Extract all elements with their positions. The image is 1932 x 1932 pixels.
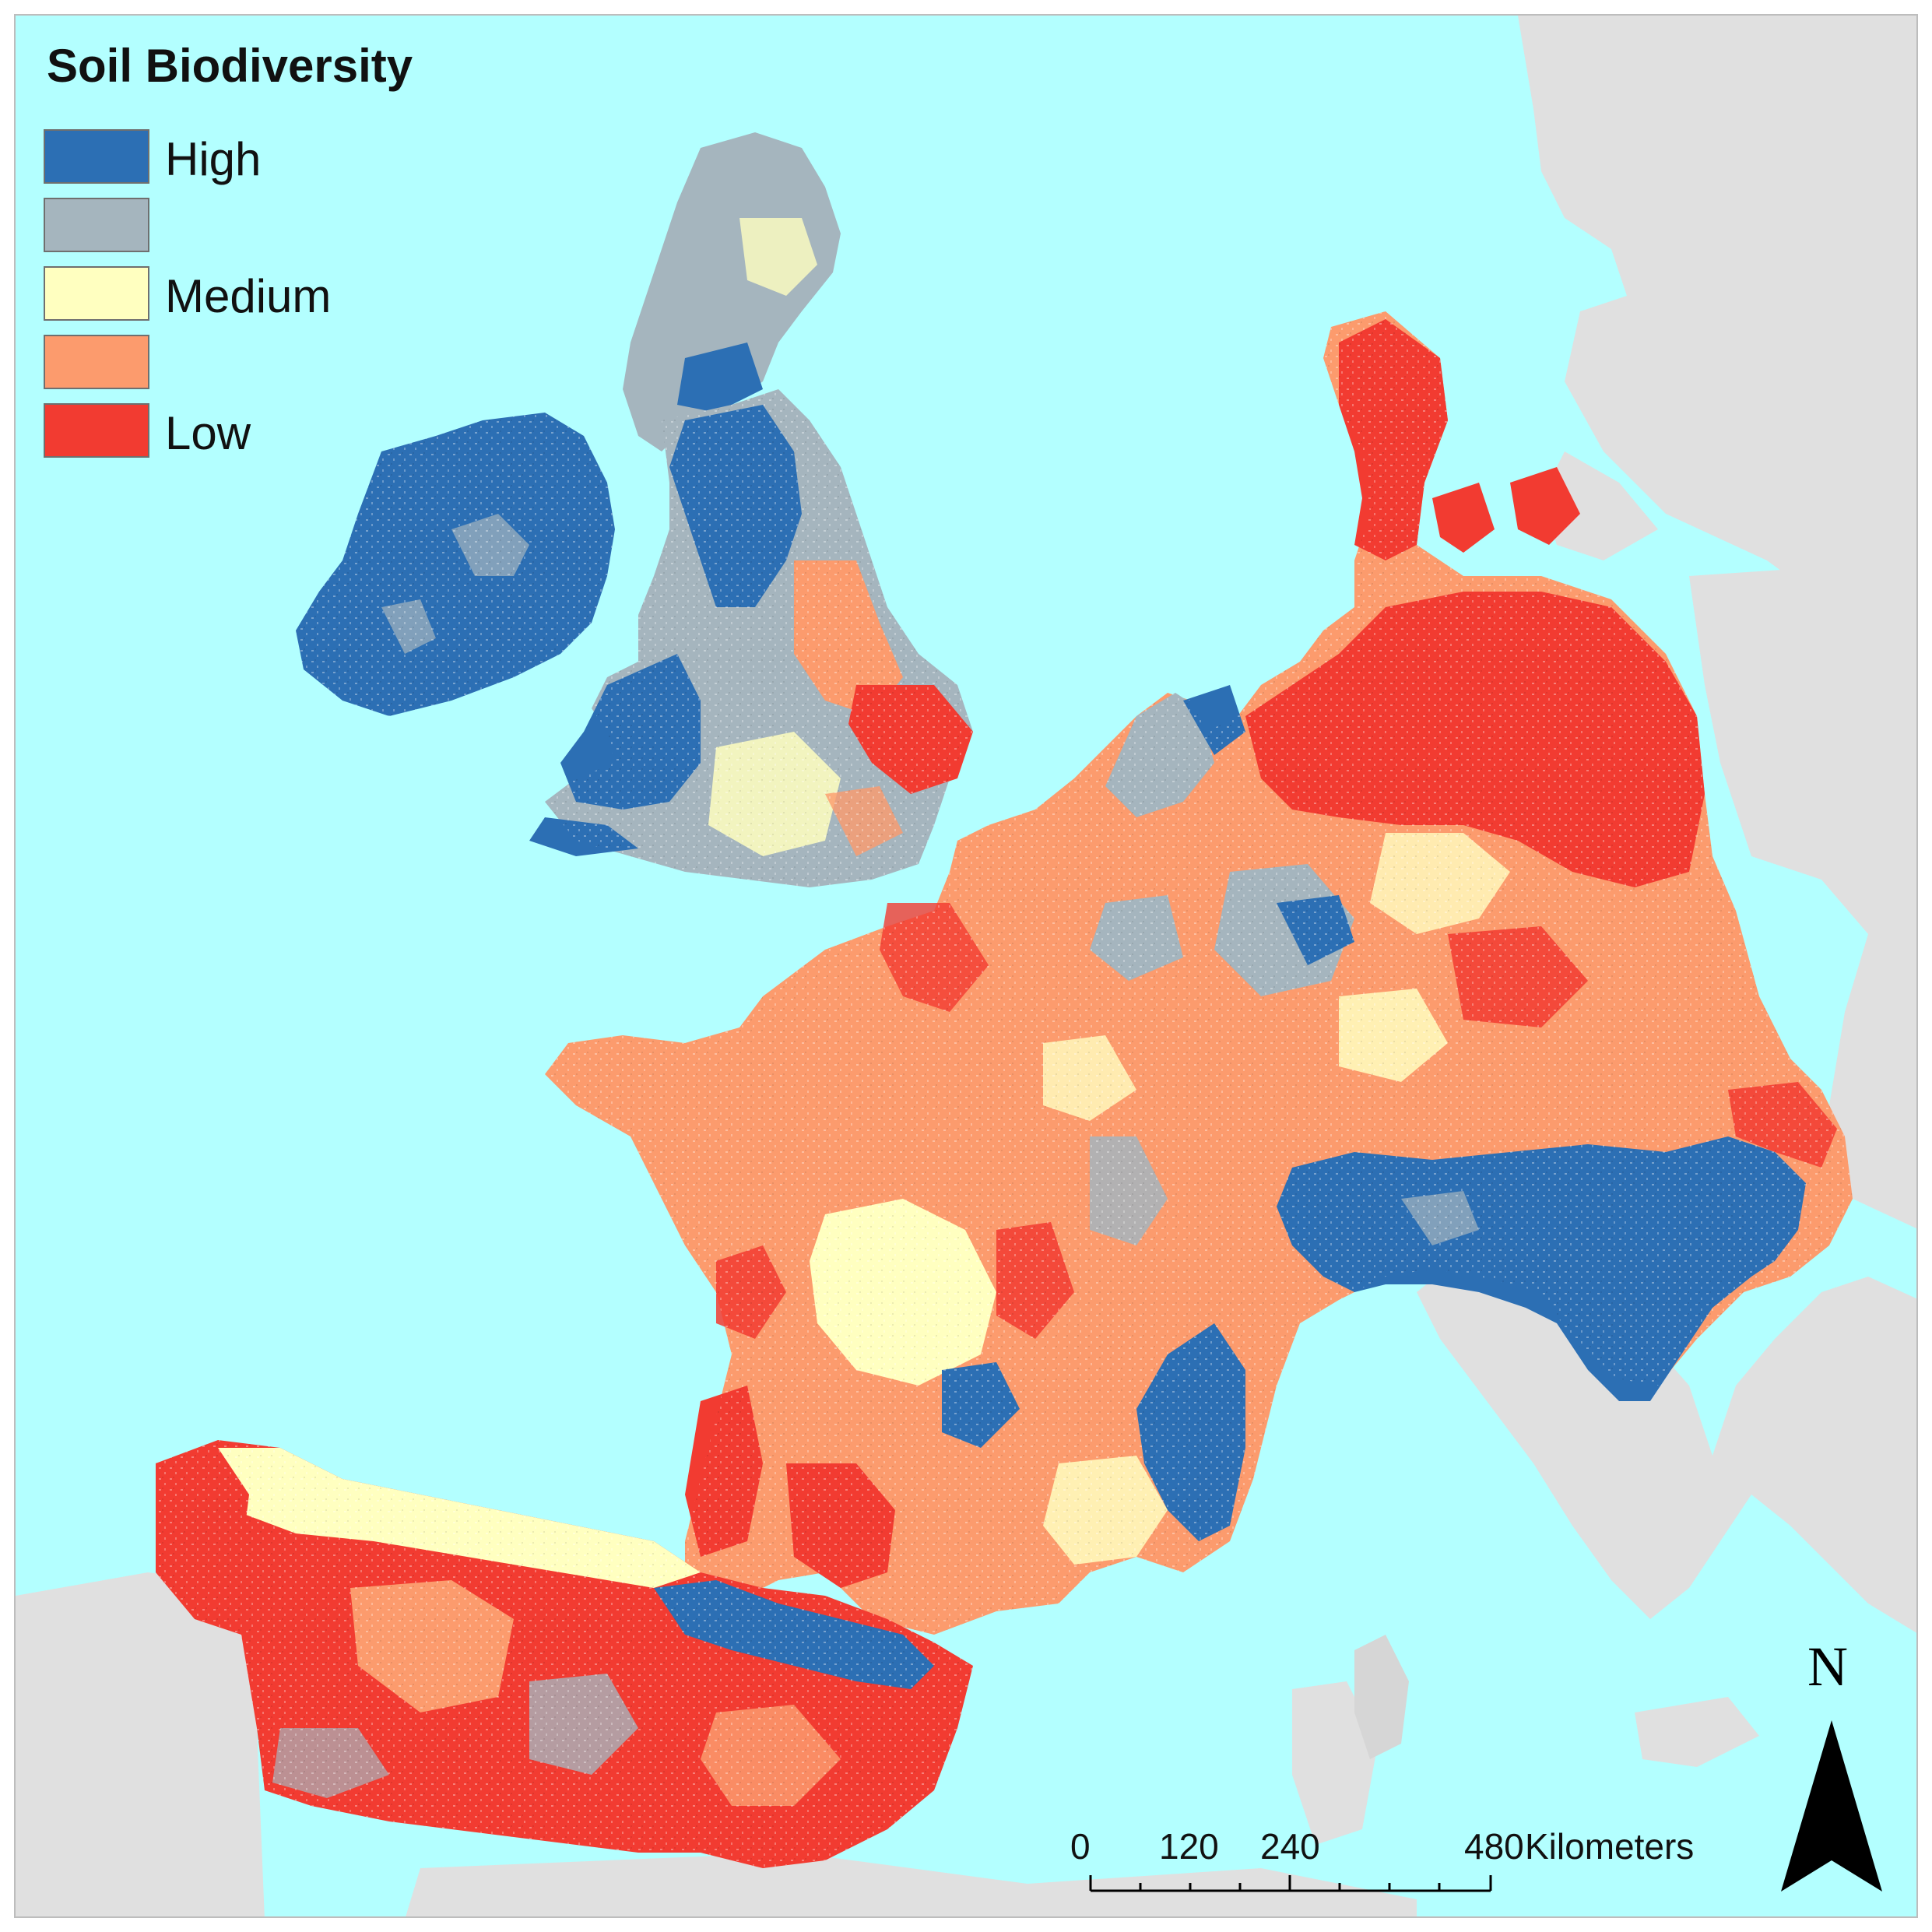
legend-label: Low xyxy=(165,407,251,459)
scale-tick-label: 240 xyxy=(1260,1826,1320,1867)
north-label: N xyxy=(1807,1635,1848,1698)
region-corsica xyxy=(1354,1635,1409,1759)
north-arrow-icon xyxy=(1781,1720,1882,1892)
scale-tick-label: 120 xyxy=(1159,1826,1219,1867)
scale-tick-label: 0 xyxy=(1070,1826,1091,1867)
legend-label: Medium xyxy=(165,270,332,322)
legend-swatch xyxy=(44,335,149,389)
map-frame xyxy=(14,14,1918,1918)
legend-label: High xyxy=(165,133,262,185)
region-continent xyxy=(545,311,1853,1635)
legend-swatch xyxy=(44,198,149,252)
north-arrow: N xyxy=(1758,1635,1906,1892)
region-great-britain xyxy=(529,132,973,887)
legend-swatch xyxy=(44,266,149,321)
map-canvas xyxy=(16,16,1916,1916)
scale-bar-ruler xyxy=(1089,1875,1492,1892)
scale-tick-label: 480 xyxy=(1464,1826,1524,1867)
scale-bar: 0 120 240 480 Kilometers xyxy=(1070,1825,1694,1903)
scale-unit-label: Kilometers xyxy=(1525,1826,1695,1867)
region-ireland xyxy=(296,413,615,716)
legend-swatch xyxy=(44,403,149,458)
legend-title: Soil Biodiversity xyxy=(47,40,413,92)
region-iberia xyxy=(156,1440,973,1868)
legend-swatch xyxy=(44,129,149,184)
non-study-land xyxy=(16,16,1916,1916)
